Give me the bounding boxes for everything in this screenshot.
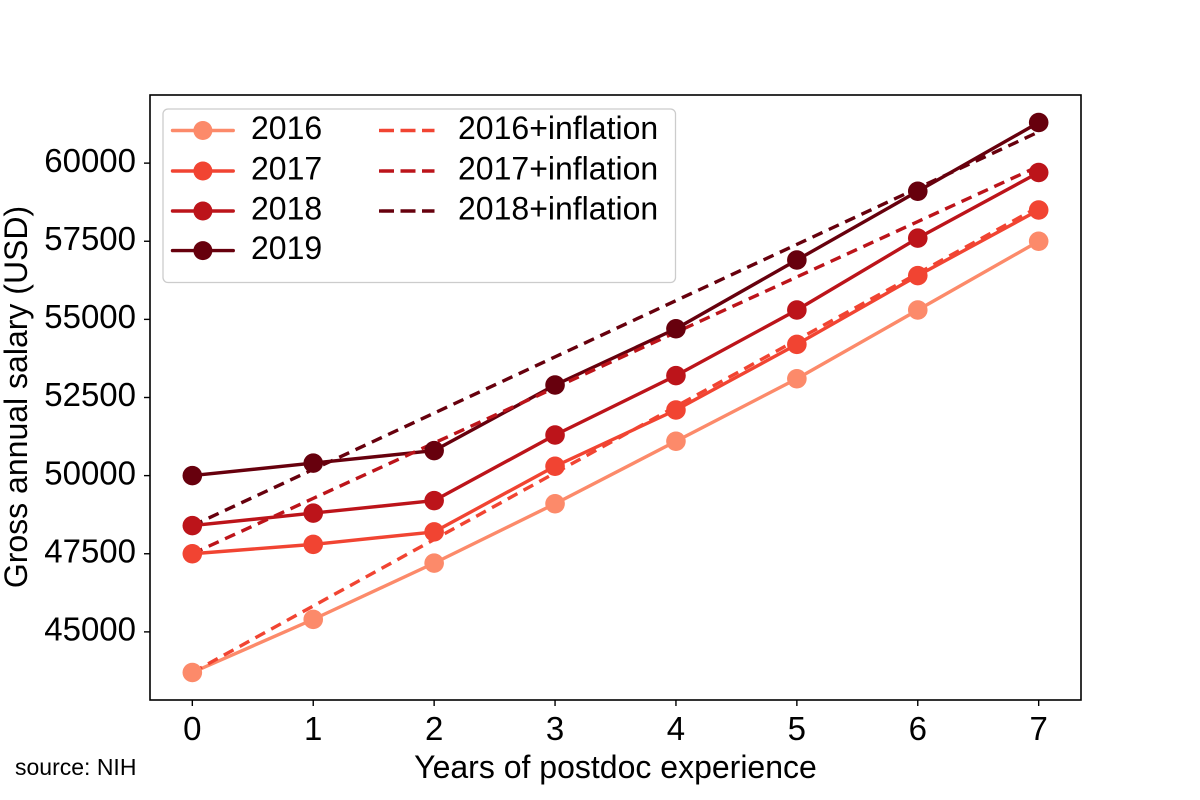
svg-text:45000: 45000 bbox=[44, 611, 136, 648]
svg-text:2016: 2016 bbox=[251, 110, 322, 146]
svg-text:7: 7 bbox=[1030, 710, 1048, 747]
svg-text:0: 0 bbox=[183, 710, 201, 747]
svg-text:2019: 2019 bbox=[251, 230, 322, 266]
svg-text:60000: 60000 bbox=[44, 142, 136, 179]
svg-text:Gross annual salary (USD): Gross annual salary (USD) bbox=[0, 206, 34, 588]
svg-text:1: 1 bbox=[304, 710, 322, 747]
svg-text:6: 6 bbox=[909, 710, 927, 747]
svg-text:55000: 55000 bbox=[44, 298, 136, 335]
svg-text:Years of postdoc experience: Years of postdoc experience bbox=[414, 749, 817, 785]
svg-text:2017+inflation: 2017+inflation bbox=[458, 150, 658, 186]
svg-text:source: NIH: source: NIH bbox=[15, 754, 136, 780]
svg-text:3: 3 bbox=[546, 710, 564, 747]
svg-text:2: 2 bbox=[425, 710, 443, 747]
svg-text:2018+inflation: 2018+inflation bbox=[458, 190, 658, 226]
svg-text:5: 5 bbox=[788, 710, 806, 747]
svg-text:2018: 2018 bbox=[251, 190, 322, 226]
svg-text:57500: 57500 bbox=[44, 220, 136, 257]
svg-text:4: 4 bbox=[667, 710, 685, 747]
svg-text:2017: 2017 bbox=[251, 150, 322, 186]
svg-text:50000: 50000 bbox=[44, 454, 136, 491]
svg-text:2016+inflation: 2016+inflation bbox=[458, 110, 658, 146]
svg-text:47500: 47500 bbox=[44, 532, 136, 569]
svg-text:52500: 52500 bbox=[44, 376, 136, 413]
